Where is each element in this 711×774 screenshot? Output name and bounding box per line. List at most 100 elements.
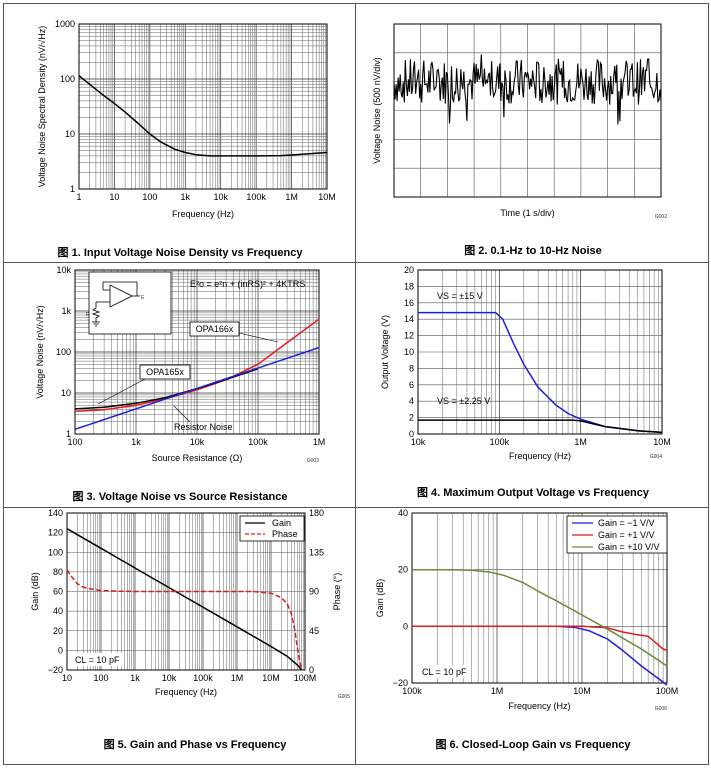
fig4-ytick-10: 20 xyxy=(404,265,414,275)
fig3-xtick-1: 1k xyxy=(131,437,141,447)
fig6-code: G006 xyxy=(655,706,667,712)
fig3-xtick-4: 1M xyxy=(313,437,326,447)
fig5-ytick-6: 100 xyxy=(48,547,63,557)
fig4-xtick-2: 1M xyxy=(574,437,587,447)
fig1-xlabel: Frequency (Hz) xyxy=(172,209,234,219)
fig2-caption: 图 2. 0.1-Hz to 10-Hz Noise xyxy=(464,244,602,257)
fig5-xtick-1: 100 xyxy=(93,673,108,683)
fig5-ytick-5: 80 xyxy=(53,567,63,577)
fig4-ytick-1: 2 xyxy=(409,413,414,423)
fig6-legend-m1: Gain = −1 V/V xyxy=(598,518,655,528)
fig2-xlabel: Time (1 s/div) xyxy=(500,208,554,218)
fig3-inset: E R E²o = e²n + (inRS)² + 4KTRS OPA166x … xyxy=(86,271,305,432)
fig6-ylabel: Gain (dB) xyxy=(375,579,385,618)
fig4-ytick-5: 10 xyxy=(404,347,414,357)
fig3-ytick-2: 100 xyxy=(56,347,71,357)
opa166x-label: OPA166x xyxy=(196,324,234,334)
fig3-ytick-1: 10 xyxy=(61,388,71,398)
fig5-xtick-3: 10k xyxy=(162,673,177,683)
fig1-series-0 xyxy=(78,75,328,157)
fig5-xtick-5: 1M xyxy=(231,673,244,683)
fig3-xlabel: Source Resistance (Ω) xyxy=(152,453,243,463)
fig3-xtick-2: 10k xyxy=(190,437,205,447)
fig4-plot-frame xyxy=(417,269,663,435)
fig6-xtick-1: 1M xyxy=(491,686,504,696)
fig1-xtick-5: 100k xyxy=(246,192,266,202)
fig3-ytick-3: 1k xyxy=(61,306,71,316)
fig6-xlabel: Frequency (Hz) xyxy=(508,701,570,711)
fig5-caption: 图 5. Gain and Phase vs Frequency xyxy=(104,738,288,751)
fig5-ytick-1: 0 xyxy=(58,645,63,655)
fig4-xlabel: Frequency (Hz) xyxy=(509,451,571,461)
fig5-plot-frame xyxy=(66,512,306,671)
fig4-ytick-4: 8 xyxy=(409,363,414,373)
fig5-legend: Gain Phase xyxy=(239,515,305,542)
fig3-plot-frame xyxy=(74,269,320,435)
panel-frame xyxy=(3,3,709,765)
resistor-noise-label: Resistor Noise xyxy=(174,422,233,432)
rs-label: R xyxy=(86,312,90,318)
fig5-series-0 xyxy=(66,528,303,671)
fig4-chart: 10k 100k 1M 10M 0 2 4 6 8 10 12 14 16 18 20 Frequency (… xyxy=(380,265,671,461)
fig5-xtick-7: 100M xyxy=(294,673,317,683)
fig3-chart: 100 1k 10k 100k 1M 1 10 100 1k 10k Source Resistan… xyxy=(35,265,325,464)
vs225-label: VS = ±2.25 V xyxy=(437,396,490,406)
fig5-xtick-4: 100k xyxy=(193,673,213,683)
fig5-code: G005 xyxy=(338,694,350,700)
fig5-xtick-0: 10 xyxy=(62,673,72,683)
fig6-series-2 xyxy=(412,568,668,667)
fig4-xtick-1: 100k xyxy=(490,437,510,447)
fig6-legend: Gain = −1 V/V Gain = +1 V/V Gain = +10 V… xyxy=(566,515,668,554)
fig4-xtick-3: 10M xyxy=(653,437,671,447)
fig3-code: G003 xyxy=(307,458,319,464)
fig1-chart: 1 10 100 1k 10k 100k 1M 10M 1 10 100 1000 Frequency … xyxy=(37,19,336,219)
fig4-series-1 xyxy=(418,419,663,434)
fig4-ytick-9: 18 xyxy=(404,281,414,291)
fig5-xlabel: Frequency (Hz) xyxy=(155,687,217,697)
eo-label: E xyxy=(141,295,145,301)
fig4-ytick-3: 6 xyxy=(409,380,414,390)
fig4-ylabel: Output Voltage (V) xyxy=(380,315,390,389)
fig1-xtick-1: 10 xyxy=(109,192,119,202)
fig1-ytick-0: 1 xyxy=(70,184,75,194)
fig1-grid xyxy=(78,24,327,190)
fig5-y2tick-0: 0 xyxy=(309,665,314,675)
fig6-xtick-3: 100M xyxy=(656,686,679,696)
fig6-ytick-1: 0 xyxy=(403,621,408,631)
fig6-caption: 图 6. Closed-Loop Gain vs Frequency xyxy=(436,738,632,751)
fig3-ytick-4: 10k xyxy=(56,265,71,275)
fig5-chart: 10 100 1k 10k 100k 1M 10M 100M −20 0 20 40 60 80 100 12… xyxy=(30,508,350,700)
fig4-series-0 xyxy=(418,311,663,434)
fig6-ytick-0: −20 xyxy=(393,678,408,688)
fig6-xtick-0: 100k xyxy=(402,686,422,696)
fig5-ylabel: Gain (dB) xyxy=(30,572,40,611)
fig4-ytick-7: 14 xyxy=(404,314,414,324)
opa165x-label: OPA165x xyxy=(146,367,184,377)
fig2-ylabel: Voltage Noise (500 nV/div) xyxy=(372,57,382,164)
fig4-code: G004 xyxy=(650,454,662,460)
fig1-ytick-2: 100 xyxy=(60,74,75,84)
fig5-ytick-7: 120 xyxy=(48,528,63,538)
fig5-xtick-2: 1k xyxy=(130,673,140,683)
fig1-ytick-1: 10 xyxy=(65,129,75,139)
fig5-y2tick-4: 180 xyxy=(309,508,324,518)
fig3-caption: 图 3. Voltage Noise vs Source Resistance xyxy=(73,490,288,503)
fig4-ytick-6: 12 xyxy=(404,331,414,341)
fig4-caption: 图 4. Maximum Output Voltage vs Frequency xyxy=(417,486,650,499)
fig1-caption: 图 1. Input Voltage Noise Density vs Freq… xyxy=(58,246,304,259)
fig5-ytick-2: 20 xyxy=(53,626,63,636)
fig5-legend-gain: Gain xyxy=(272,518,291,528)
fig1-xtick-6: 1M xyxy=(285,192,298,202)
fig3-ylabel: Voltage Noise (nV/√Hz) xyxy=(35,305,45,398)
fig3-equation: E²o = e²n + (inRS)² + 4KTRS xyxy=(190,279,305,289)
fig6-note: CL = 10 pF xyxy=(422,667,467,677)
fig6-series-1 xyxy=(412,625,668,652)
fig5-y2tick-2: 90 xyxy=(309,587,319,597)
fig3-xtick-0: 100 xyxy=(67,437,82,447)
fig1-ylabel: Voltage Noise Spectral Density (nV/√Hz) xyxy=(37,26,47,188)
fig3-ytick-0: 1 xyxy=(66,429,71,439)
vs15-label: VS = ±15 V xyxy=(437,291,483,301)
fig6-plot-frame xyxy=(411,512,668,684)
opamp-schematic xyxy=(91,281,140,327)
schematic-box xyxy=(88,271,172,335)
